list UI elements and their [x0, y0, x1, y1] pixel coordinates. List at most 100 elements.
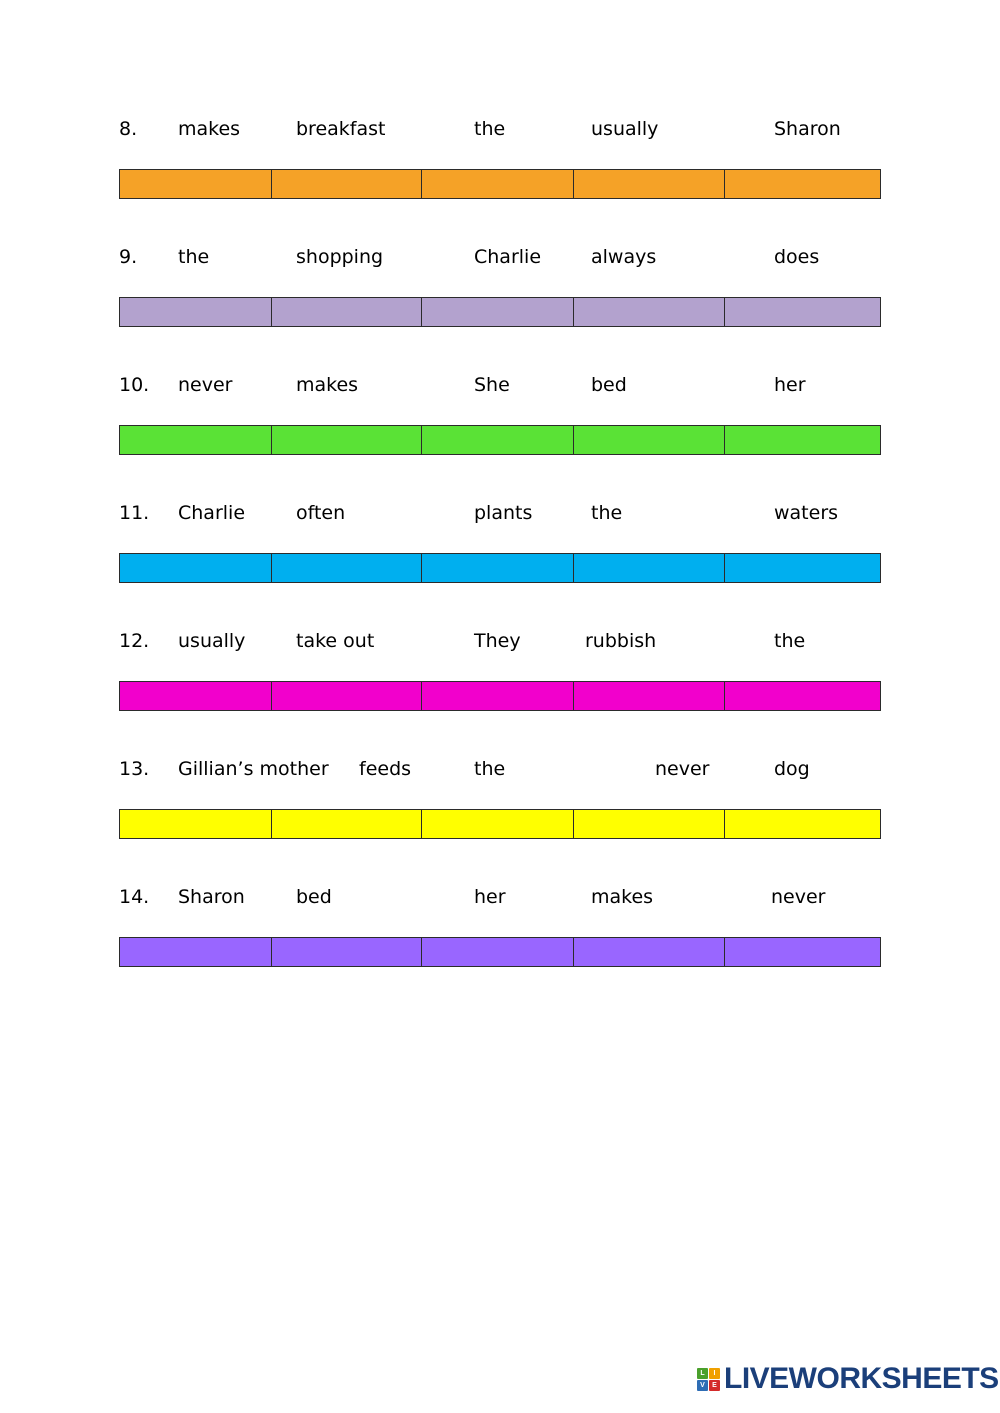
answer-cell[interactable]: [271, 170, 423, 198]
answer-cell[interactable]: [271, 938, 423, 966]
word-bank-line: 9. the shopping Charlie always does: [119, 240, 881, 280]
word-token[interactable]: makes: [296, 374, 359, 396]
answer-strip: [119, 425, 881, 455]
answer-cell[interactable]: [120, 298, 272, 326]
answer-cell[interactable]: [422, 554, 574, 582]
answer-strip: [119, 169, 881, 199]
answer-cell[interactable]: [573, 810, 726, 838]
answer-cell[interactable]: [422, 682, 574, 710]
word-token[interactable]: the: [474, 118, 506, 140]
answer-cell[interactable]: [725, 682, 881, 710]
answer-cell[interactable]: [120, 426, 272, 454]
exercise-row: 11. Charlie often plants the waters: [119, 496, 881, 624]
answer-cell[interactable]: [725, 426, 881, 454]
answer-cell[interactable]: [271, 554, 423, 582]
word-token[interactable]: dog: [774, 758, 810, 780]
word-token[interactable]: the: [591, 502, 623, 524]
word-token[interactable]: bed: [591, 374, 627, 396]
answer-cell[interactable]: [725, 170, 881, 198]
word-token[interactable]: never: [771, 886, 826, 908]
answer-cell[interactable]: [573, 170, 726, 198]
word-token[interactable]: feeds: [359, 758, 412, 780]
word-token[interactable]: plants: [474, 502, 533, 524]
word-bank-line: 12. usually take out They rubbish the: [119, 624, 881, 664]
word-token[interactable]: the: [178, 246, 210, 268]
word-token[interactable]: often: [296, 502, 346, 524]
answer-strip: [119, 553, 881, 583]
word-token[interactable]: makes: [591, 886, 654, 908]
answer-cell[interactable]: [120, 682, 272, 710]
logo-square-e: E: [709, 1379, 720, 1391]
word-token[interactable]: She: [474, 374, 510, 396]
logo-square-i: I: [709, 1367, 720, 1379]
exercise-number: 9.: [119, 246, 138, 268]
answer-cell[interactable]: [422, 810, 574, 838]
word-token[interactable]: Sharon: [774, 118, 841, 140]
answer-cell[interactable]: [271, 426, 423, 454]
word-token[interactable]: never: [178, 374, 233, 396]
word-token[interactable]: always: [591, 246, 657, 268]
word-token[interactable]: usually: [591, 118, 659, 140]
answer-cell[interactable]: [120, 170, 272, 198]
answer-cell[interactable]: [573, 426, 726, 454]
answer-cell[interactable]: [573, 298, 726, 326]
answer-strip: [119, 809, 881, 839]
word-token[interactable]: bed: [296, 886, 332, 908]
word-token[interactable]: the: [774, 630, 806, 652]
answer-strip: [119, 681, 881, 711]
word-token[interactable]: shopping: [296, 246, 384, 268]
answer-cell[interactable]: [422, 170, 574, 198]
answer-strip: [119, 937, 881, 967]
word-token[interactable]: does: [774, 246, 820, 268]
exercise-number: 10.: [119, 374, 150, 396]
word-token[interactable]: her: [774, 374, 806, 396]
answer-cell[interactable]: [422, 426, 574, 454]
exercise-row: 13. Gillian’s mother feeds the never dog: [119, 752, 881, 880]
word-token[interactable]: usually: [178, 630, 246, 652]
word-token[interactable]: They: [474, 630, 521, 652]
word-token[interactable]: Charlie: [178, 502, 246, 524]
exercise-number: 13.: [119, 758, 150, 780]
word-token[interactable]: Gillian’s mother: [178, 758, 329, 780]
liveworksheets-logo-icon: L I V E: [697, 1367, 720, 1391]
word-bank-line: 11. Charlie often plants the waters: [119, 496, 881, 536]
answer-cell[interactable]: [725, 554, 881, 582]
answer-cell[interactable]: [573, 682, 726, 710]
exercise-row: 9. the shopping Charlie always does: [119, 240, 881, 368]
answer-cell[interactable]: [120, 554, 272, 582]
word-token[interactable]: makes: [178, 118, 241, 140]
answer-cell[interactable]: [120, 810, 272, 838]
word-token[interactable]: never: [655, 758, 710, 780]
exercise-row: 12. usually take out They rubbish the: [119, 624, 881, 752]
answer-cell[interactable]: [573, 938, 726, 966]
answer-cell[interactable]: [422, 298, 574, 326]
answer-cell[interactable]: [120, 938, 272, 966]
word-token[interactable]: Charlie: [474, 246, 542, 268]
word-bank-line: 13. Gillian’s mother feeds the never dog: [119, 752, 881, 792]
exercise-row: 10. never makes She bed her: [119, 368, 881, 496]
word-bank-line: 8. makes breakfast the usually Sharon: [119, 112, 881, 152]
word-token[interactable]: breakfast: [296, 118, 386, 140]
word-token[interactable]: Sharon: [178, 886, 245, 908]
word-token[interactable]: rubbish: [585, 630, 657, 652]
word-token[interactable]: waters: [774, 502, 839, 524]
liveworksheets-wordmark: LIVEWORKSHEETS: [724, 1362, 999, 1395]
liveworksheets-logo[interactable]: L I V E LIVEWORKSHEETS: [697, 1364, 999, 1394]
answer-cell[interactable]: [725, 298, 881, 326]
answer-cell[interactable]: [271, 810, 423, 838]
exercise-number: 14.: [119, 886, 150, 908]
answer-cell[interactable]: [271, 298, 423, 326]
answer-cell[interactable]: [271, 682, 423, 710]
answer-cell[interactable]: [422, 938, 574, 966]
word-token[interactable]: the: [474, 758, 506, 780]
word-bank-line: 10. never makes She bed her: [119, 368, 881, 408]
answer-cell[interactable]: [725, 810, 881, 838]
answer-strip: [119, 297, 881, 327]
word-bank-line: 14. Sharon bed her makes never: [119, 880, 881, 920]
answer-cell[interactable]: [573, 554, 726, 582]
word-token[interactable]: her: [474, 886, 506, 908]
word-token[interactable]: take out: [296, 630, 375, 652]
answer-cell[interactable]: [725, 938, 881, 966]
exercise-row: 14. Sharon bed her makes never: [119, 880, 881, 1008]
